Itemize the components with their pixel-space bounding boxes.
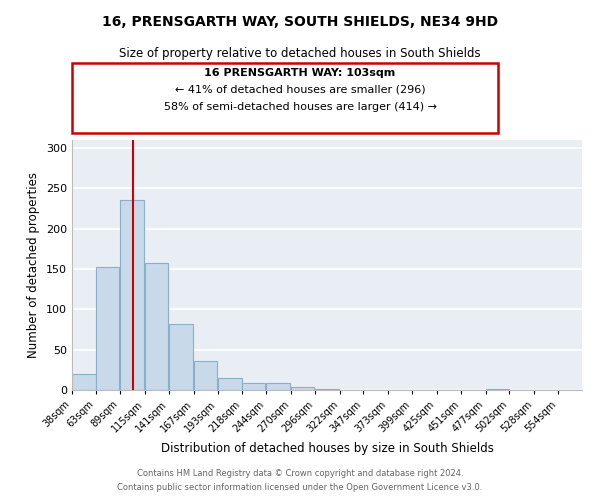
Bar bbox=[145, 262, 168, 390]
X-axis label: Distribution of detached houses by size in South Shields: Distribution of detached houses by size … bbox=[161, 442, 493, 456]
Text: 16 PRENSGARTH WAY: 103sqm: 16 PRENSGARTH WAY: 103sqm bbox=[205, 68, 395, 78]
Bar bbox=[95, 268, 119, 390]
Bar bbox=[120, 200, 143, 390]
Text: Size of property relative to detached houses in South Shields: Size of property relative to detached ho… bbox=[119, 48, 481, 60]
Y-axis label: Number of detached properties: Number of detached properties bbox=[28, 172, 40, 358]
Text: Contains public sector information licensed under the Open Government Licence v3: Contains public sector information licen… bbox=[118, 484, 482, 492]
Text: 58% of semi-detached houses are larger (414) →: 58% of semi-detached houses are larger (… bbox=[163, 102, 437, 112]
Text: Contains HM Land Registry data © Crown copyright and database right 2024.: Contains HM Land Registry data © Crown c… bbox=[137, 468, 463, 477]
Text: 16, PRENSGARTH WAY, SOUTH SHIELDS, NE34 9HD: 16, PRENSGARTH WAY, SOUTH SHIELDS, NE34 … bbox=[102, 15, 498, 29]
Bar bbox=[242, 382, 265, 390]
Text: ← 41% of detached houses are smaller (296): ← 41% of detached houses are smaller (29… bbox=[175, 85, 425, 95]
Bar bbox=[486, 389, 509, 390]
Bar bbox=[291, 387, 314, 390]
Bar bbox=[218, 378, 242, 390]
Bar bbox=[72, 374, 95, 390]
Bar bbox=[266, 382, 290, 390]
Bar bbox=[315, 389, 339, 390]
Bar bbox=[169, 324, 193, 390]
Bar bbox=[194, 361, 217, 390]
